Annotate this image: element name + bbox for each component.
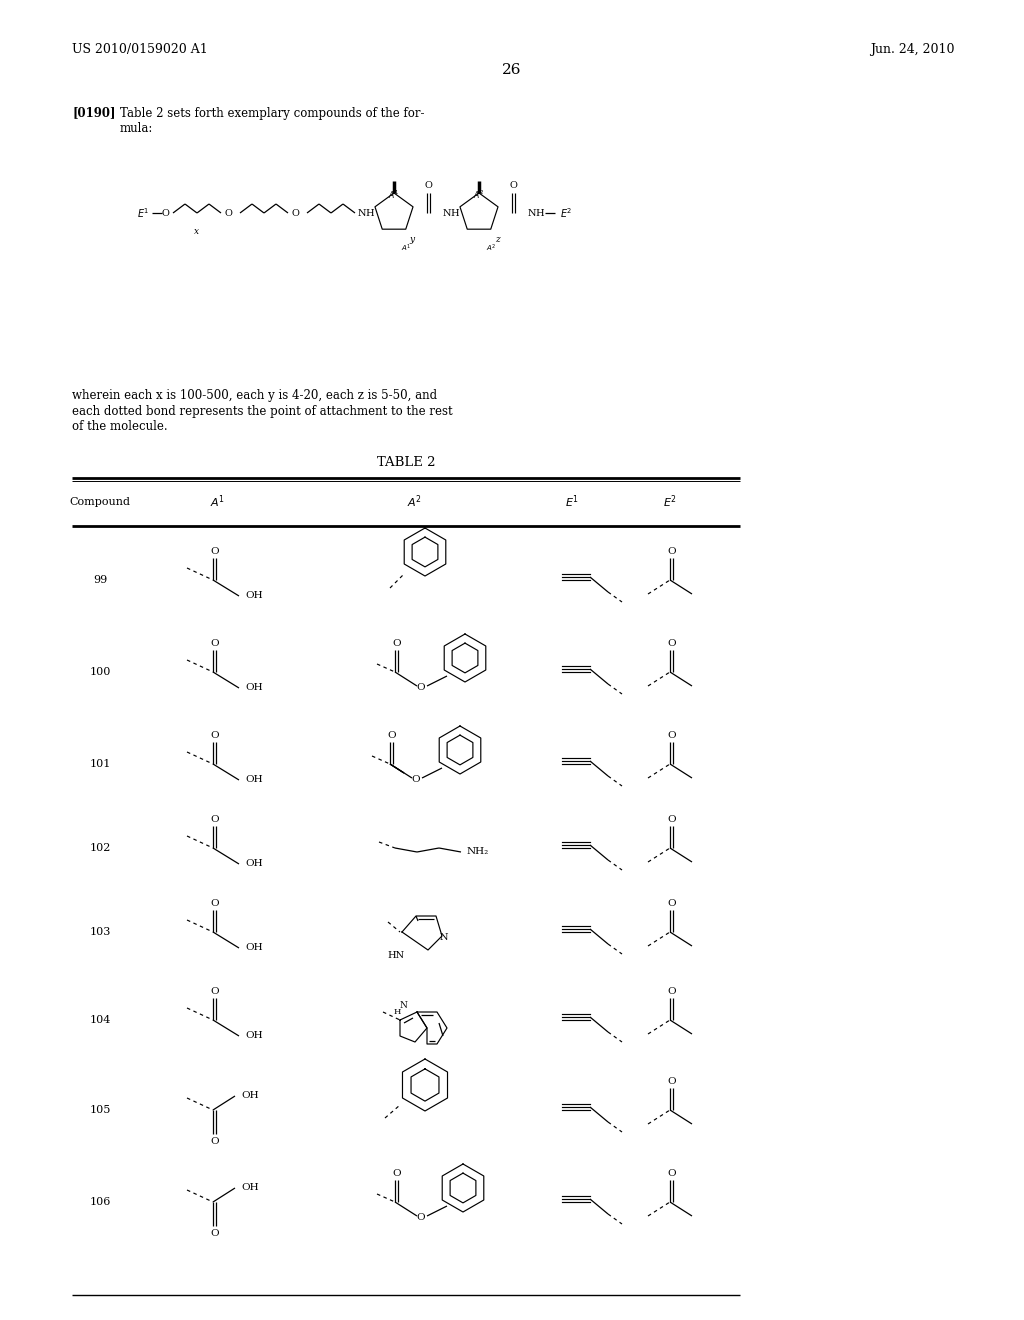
Text: O: O	[291, 209, 299, 218]
Text: y: y	[410, 235, 415, 243]
Text: O: O	[224, 209, 232, 218]
Text: $E^1$: $E^1$	[137, 206, 150, 220]
Text: wherein each x is 100-500, each y is 4-20, each z is 5-50, and: wherein each x is 100-500, each y is 4-2…	[72, 389, 437, 403]
Text: N: N	[442, 209, 452, 218]
Text: OH: OH	[245, 944, 262, 953]
Text: N: N	[357, 209, 367, 218]
Text: O: O	[424, 181, 432, 190]
Text: $E^2$: $E^2$	[663, 494, 677, 511]
Text: 102: 102	[89, 843, 111, 853]
Text: O: O	[387, 730, 395, 739]
Text: x: x	[195, 227, 200, 236]
Text: OH: OH	[241, 1184, 259, 1192]
Text: Compound: Compound	[70, 498, 130, 507]
Text: O: O	[509, 181, 517, 190]
Text: O: O	[161, 209, 169, 218]
Text: O: O	[392, 1168, 400, 1177]
Text: O: O	[667, 546, 676, 556]
Text: O: O	[210, 730, 218, 739]
Text: O: O	[392, 639, 400, 648]
Text: O: O	[667, 814, 676, 824]
Text: OH: OH	[241, 1092, 259, 1101]
Text: 103: 103	[89, 927, 111, 937]
Text: 99: 99	[93, 576, 108, 585]
Text: O: O	[667, 639, 676, 648]
Text: $A^1$: $A^1$	[400, 243, 411, 253]
Text: mula:: mula:	[120, 121, 154, 135]
Text: O: O	[667, 986, 676, 995]
Text: OH: OH	[245, 684, 262, 693]
Text: O: O	[667, 1168, 676, 1177]
Text: O: O	[417, 682, 425, 692]
Text: $E^1$: $E^1$	[565, 494, 579, 511]
Text: OH: OH	[245, 591, 262, 601]
Text: Table 2 sets forth exemplary compounds of the for-: Table 2 sets forth exemplary compounds o…	[120, 107, 425, 120]
Text: N: N	[439, 933, 449, 942]
Text: OH: OH	[245, 859, 262, 869]
Text: H: H	[536, 209, 545, 218]
Text: H: H	[393, 1008, 400, 1016]
Text: O: O	[667, 1077, 676, 1085]
Text: O: O	[417, 1213, 425, 1221]
Text: $A^1$: $A^1$	[210, 494, 225, 511]
Text: 100: 100	[89, 667, 111, 677]
Text: TABLE 2: TABLE 2	[377, 455, 435, 469]
Text: [0190]: [0190]	[72, 107, 116, 120]
Text: O: O	[412, 775, 420, 784]
Text: $A^2$: $A^2$	[408, 494, 423, 511]
Text: O: O	[210, 986, 218, 995]
Text: O: O	[210, 1138, 218, 1147]
Text: each dotted bond represents the point of attachment to the rest: each dotted bond represents the point of…	[72, 404, 453, 417]
Text: O: O	[667, 899, 676, 908]
Text: Jun. 24, 2010: Jun. 24, 2010	[870, 44, 954, 57]
Text: O: O	[210, 899, 218, 908]
Text: OH: OH	[245, 1031, 262, 1040]
Text: O: O	[210, 1229, 218, 1238]
Text: $A^1$: $A^1$	[388, 189, 399, 201]
Text: H: H	[366, 209, 375, 218]
Text: 106: 106	[89, 1197, 111, 1206]
Text: z: z	[495, 235, 500, 243]
Text: $E^2$: $E^2$	[560, 206, 572, 220]
Text: US 2010/0159020 A1: US 2010/0159020 A1	[72, 44, 208, 57]
Text: O: O	[667, 730, 676, 739]
Text: N: N	[399, 1002, 407, 1011]
Text: 104: 104	[89, 1015, 111, 1026]
Text: $A^2$: $A^2$	[485, 243, 497, 253]
Text: $A^2$: $A^2$	[473, 189, 484, 201]
Text: O: O	[210, 814, 218, 824]
Text: O: O	[210, 639, 218, 648]
Text: 105: 105	[89, 1105, 111, 1115]
Text: NH₂: NH₂	[467, 847, 489, 857]
Text: H: H	[451, 209, 460, 218]
Text: HN: HN	[387, 952, 404, 961]
Text: of the molecule.: of the molecule.	[72, 420, 168, 433]
Text: 26: 26	[502, 63, 522, 77]
Text: N: N	[527, 209, 537, 218]
Text: O: O	[210, 546, 218, 556]
Text: 101: 101	[89, 759, 111, 770]
Text: OH: OH	[245, 776, 262, 784]
